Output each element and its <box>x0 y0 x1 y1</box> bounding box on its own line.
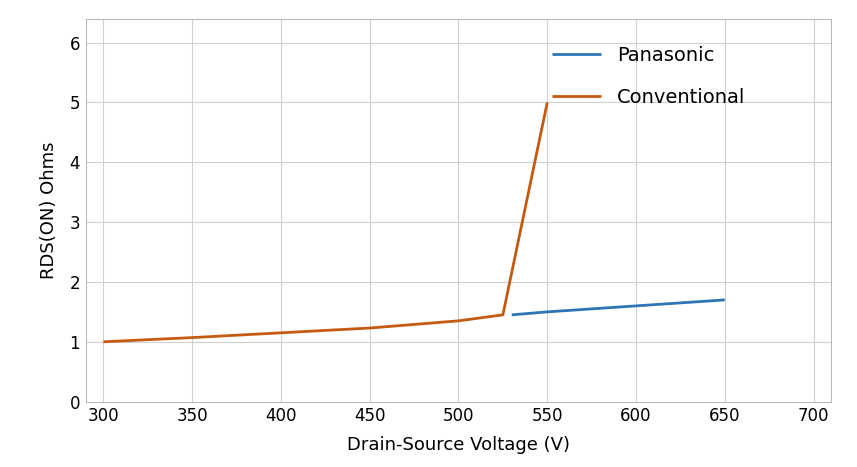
Legend: Panasonic, Conventional: Panasonic, Conventional <box>542 36 755 117</box>
Conventional <box>364 325 375 331</box>
X-axis label: Drain-Source Voltage (V): Drain-Source Voltage (V) <box>347 436 570 454</box>
Line: Panasonic: Panasonic <box>512 300 725 315</box>
Panasonic <box>506 312 517 318</box>
Panasonic <box>720 297 730 303</box>
Y-axis label: RDS(ON) Ohms: RDS(ON) Ohms <box>40 142 58 279</box>
Conventional <box>187 335 197 340</box>
Conventional <box>542 99 553 105</box>
Conventional <box>498 312 508 318</box>
Conventional <box>453 318 464 324</box>
Conventional <box>99 339 109 345</box>
Line: Conventional: Conventional <box>104 102 548 342</box>
Panasonic <box>542 309 553 315</box>
Panasonic <box>631 303 641 309</box>
Conventional <box>276 330 286 336</box>
